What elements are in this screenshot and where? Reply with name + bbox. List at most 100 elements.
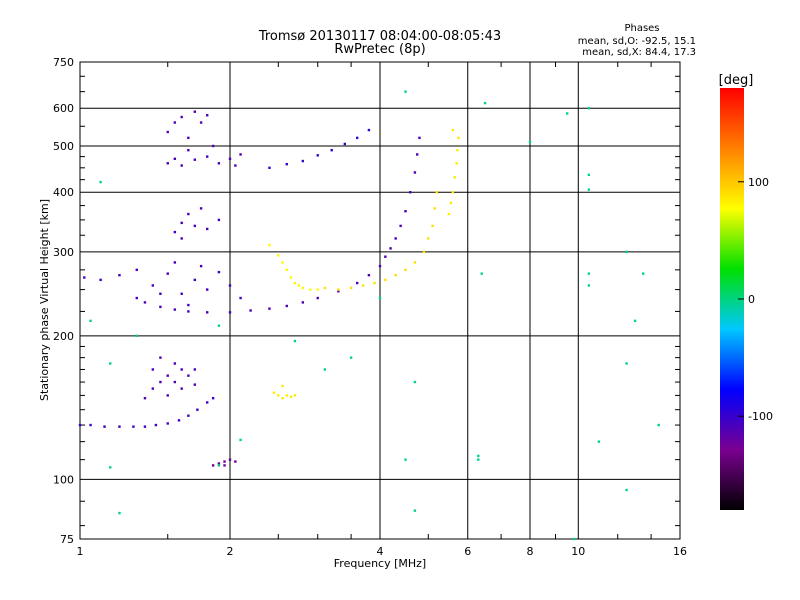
data-point: [597, 440, 601, 443]
data-point: [159, 305, 162, 309]
data-point: [193, 224, 197, 228]
data-point: [316, 154, 319, 157]
colorbar-tick-label: 0: [748, 293, 755, 306]
data-point: [289, 395, 293, 398]
data-point: [431, 224, 434, 228]
data-point: [187, 310, 190, 313]
data-point: [457, 136, 460, 140]
data-point: [223, 460, 226, 463]
data-point: [205, 114, 209, 117]
data-point: [349, 356, 353, 359]
data-point: [217, 324, 221, 327]
colorbar-tick-label: -100: [748, 410, 773, 423]
data-point: [301, 159, 305, 163]
data-point: [180, 237, 183, 240]
data-point: [378, 264, 382, 268]
data-point: [268, 243, 271, 247]
data-point: [528, 140, 532, 144]
data-point: [166, 272, 169, 275]
data-point: [193, 110, 197, 113]
data-point: [367, 128, 371, 132]
data-point: [378, 296, 382, 300]
data-point: [166, 162, 169, 165]
data-point: [268, 307, 271, 310]
data-point: [159, 292, 162, 295]
data-point: [293, 339, 297, 343]
y-tick-label: 75: [60, 533, 74, 546]
data-point: [223, 464, 226, 467]
data-point: [587, 107, 591, 110]
data-point: [228, 284, 232, 287]
data-point: [435, 191, 438, 194]
data-point: [268, 166, 271, 170]
data-point: [217, 270, 221, 274]
data-point: [151, 284, 155, 287]
data-point: [228, 157, 232, 161]
colorbar-tick-label: 100: [748, 176, 769, 189]
data-point: [180, 387, 183, 390]
data-point: [118, 511, 121, 515]
data-point: [173, 121, 177, 124]
minor-ticks: [80, 62, 680, 539]
data-point: [166, 394, 169, 397]
data-point: [187, 148, 190, 152]
data-point: [103, 425, 106, 428]
data-point: [349, 286, 353, 290]
y-tick-label: 100: [53, 473, 74, 486]
data-point: [277, 254, 280, 257]
data-point: [285, 304, 288, 308]
data-point: [193, 158, 197, 161]
data-point: [159, 380, 162, 384]
data-point: [249, 309, 252, 312]
data-point: [173, 380, 177, 384]
data-point: [413, 380, 417, 384]
data-point: [272, 391, 276, 394]
data-point: [427, 237, 430, 240]
data-point: [343, 142, 347, 146]
data-point: [293, 281, 297, 285]
data-points: [78, 90, 660, 541]
data-point: [199, 207, 203, 210]
x-tick-label: 8: [527, 545, 534, 558]
data-point: [199, 264, 203, 268]
data-point: [159, 356, 162, 359]
data-point: [422, 250, 426, 254]
x-tick-label: 10: [571, 545, 585, 558]
data-point: [143, 396, 147, 400]
data-point: [293, 394, 297, 397]
data-point: [205, 311, 209, 314]
x-tick-label: 2: [227, 545, 234, 558]
data-point: [205, 155, 209, 158]
y-tick-label: 600: [53, 102, 74, 115]
data-point: [572, 537, 576, 541]
data-point: [211, 464, 215, 467]
data-point: [399, 224, 402, 228]
data-point: [367, 273, 371, 277]
data-point: [483, 101, 487, 105]
data-point: [187, 136, 190, 140]
data-point: [565, 112, 569, 115]
data-point: [217, 218, 221, 222]
data-point: [404, 458, 407, 461]
data-point: [234, 460, 237, 463]
data-point: [199, 121, 203, 124]
data-point: [217, 162, 221, 165]
data-point: [587, 284, 591, 287]
data-point: [384, 278, 387, 282]
data-point: [180, 115, 183, 119]
data-point: [404, 90, 407, 93]
data-point: [301, 286, 305, 290]
data-point: [453, 176, 456, 179]
data-point: [173, 308, 177, 311]
data-point: [625, 488, 628, 492]
data-point: [456, 148, 459, 152]
data-point: [143, 425, 147, 428]
data-point: [166, 130, 169, 134]
data-point: [187, 374, 190, 377]
data-point: [132, 425, 135, 428]
data-point: [289, 276, 293, 279]
data-point: [413, 171, 417, 174]
data-point: [642, 272, 645, 275]
data-point: [587, 188, 591, 191]
data-point: [154, 423, 158, 427]
